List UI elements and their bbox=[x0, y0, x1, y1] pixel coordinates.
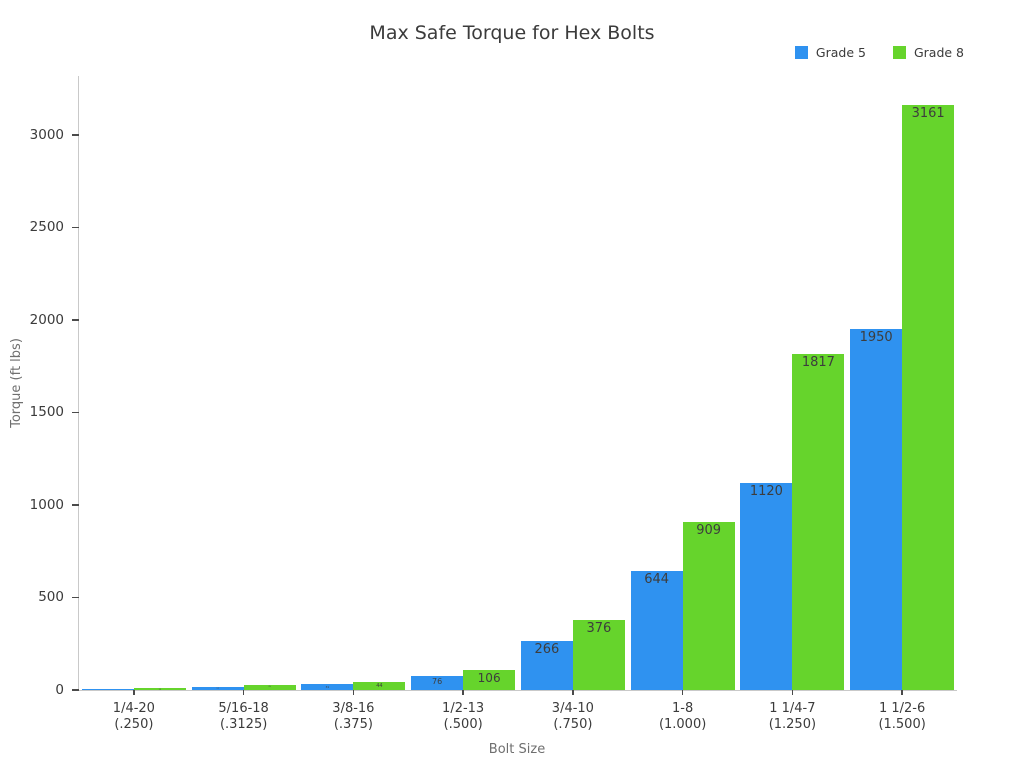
y-tick-label: 2500 bbox=[29, 219, 64, 235]
bar-value-label: 644 bbox=[644, 571, 670, 587]
bar-value-label: 76 bbox=[432, 676, 443, 686]
x-category-diameter: (1.500) bbox=[878, 716, 926, 732]
bar-grade-5-1-1-4-7: 1120 bbox=[740, 482, 793, 690]
x-category-size: 1/4-20 bbox=[112, 701, 155, 716]
x-category-diameter: (.250) bbox=[114, 716, 154, 732]
bar-group-1-1-4-7: 1120 1817 1 1/4-7 (1.250) bbox=[738, 76, 848, 732]
y-tick bbox=[72, 596, 79, 598]
bar-grade-8-1-1-2-6: 3161 bbox=[902, 105, 955, 690]
y-tick bbox=[72, 504, 79, 506]
y-tick bbox=[72, 226, 79, 228]
legend-swatch-grade-8 bbox=[892, 46, 906, 59]
x-axis-title: Bolt Size bbox=[488, 742, 546, 757]
legend: Grade 5 Grade 8 bbox=[794, 45, 964, 60]
x-category-diameter: (.750) bbox=[553, 716, 593, 732]
x-category-diameter: (1.250) bbox=[768, 716, 817, 732]
bar-grade-5-5-16-18: 17 bbox=[191, 686, 244, 690]
bar-grade-5-3-8-16: 31 bbox=[301, 684, 354, 690]
bar-group-1-2-13: 76 106 1/2-13 (.500) bbox=[408, 76, 518, 732]
bar-value-label: 17 bbox=[216, 687, 219, 690]
bar-grade-5-3-4-10: 266 bbox=[520, 640, 573, 690]
bar-grade-8-1-8: 909 bbox=[682, 521, 735, 690]
x-category-label: 1 1/2-6 (1.500) bbox=[847, 701, 957, 732]
bar-grade-8-3-8-16: 44 bbox=[353, 681, 406, 690]
bar-value-label: 376 bbox=[586, 621, 612, 637]
bar-group-5-16-18: 17 25 5/16-18 (.3125) bbox=[189, 76, 299, 732]
x-category-label: 5/16-18 (.3125) bbox=[189, 701, 299, 732]
x-category-diameter: (1.000) bbox=[658, 716, 707, 732]
x-category-size: 3/4-10 bbox=[551, 701, 594, 716]
bar-group-3-4-10: 266 376 3/4-10 (.750) bbox=[518, 76, 628, 732]
bar-group-1-8: 644 909 1-8 (1.000) bbox=[628, 76, 738, 732]
bar-grade-5-1-8: 644 bbox=[630, 570, 683, 690]
bar-grade-8-3-4-10: 376 bbox=[572, 620, 625, 690]
y-tick-label: 2000 bbox=[29, 311, 64, 328]
bar-grade-5-1-2-13: 76 bbox=[411, 675, 464, 690]
legend-item-grade-8: Grade 8 bbox=[892, 45, 964, 60]
legend-item-grade-5: Grade 5 bbox=[794, 45, 866, 60]
x-category-label: 1/2-13 (.500) bbox=[408, 701, 518, 732]
bar-grade-8-1-2-13: 106 bbox=[463, 670, 516, 690]
bar-value-label: 44 bbox=[376, 682, 383, 689]
legend-swatch-grade-5 bbox=[794, 46, 808, 59]
x-tick bbox=[572, 690, 574, 695]
y-axis-title: Torque (ft lbs) bbox=[9, 338, 24, 428]
legend-label: Grade 5 bbox=[815, 45, 866, 60]
x-category-size: 1 1/2-6 bbox=[878, 701, 926, 716]
y-tick bbox=[72, 319, 79, 321]
bar-value-label: 909 bbox=[696, 522, 722, 538]
x-tick bbox=[133, 690, 135, 695]
bar-value-label: 3161 bbox=[911, 106, 945, 122]
x-category-label: 1 1/4-7 (1.250) bbox=[738, 701, 848, 732]
y-tick-label: 0 bbox=[55, 681, 64, 698]
bar-grade-5-1-4-20: 8 bbox=[81, 688, 134, 690]
bar-value-label: 1120 bbox=[749, 483, 783, 499]
bar-grade-8-1-1-4-7: 1817 bbox=[792, 353, 845, 690]
y-tick-label: 3000 bbox=[29, 126, 64, 143]
x-category-size: 1 1/4-7 bbox=[769, 701, 816, 716]
bar-value-label: 31 bbox=[325, 685, 330, 690]
x-tick bbox=[462, 690, 464, 695]
bar-value-label: 106 bbox=[477, 671, 501, 686]
bar-value-label: 12 bbox=[158, 688, 162, 690]
plot-area: 0500100015002000250030008121/4-20(.250)1… bbox=[30, 76, 957, 732]
y-tick-label: 1000 bbox=[29, 496, 64, 513]
chart-title: Max Safe Torque for Hex Bolts bbox=[369, 22, 655, 44]
x-category-diameter: (.375) bbox=[333, 716, 373, 732]
x-category-size: 5/16-18 bbox=[218, 701, 269, 716]
y-tick bbox=[72, 689, 79, 691]
x-category-label: 1-8 (1.000) bbox=[628, 701, 738, 732]
x-category-diameter: (.500) bbox=[443, 716, 483, 732]
bar-value-label: 25 bbox=[268, 686, 271, 689]
bar-value-label: 1950 bbox=[859, 330, 893, 346]
bar-group-1-1-2-6: 1950 3161 1 1/2-6 (1.500) bbox=[847, 76, 957, 732]
bar-group-1-4-20: 8 12 1/4-20(.250) bbox=[79, 76, 189, 732]
legend-label: Grade 8 bbox=[913, 45, 964, 60]
x-tick bbox=[791, 690, 794, 695]
bar-grade-8-5-16-18: 25 bbox=[243, 685, 296, 690]
x-category-label: 3/4-10 (.750) bbox=[518, 701, 628, 732]
y-tick-label: 500 bbox=[38, 589, 64, 605]
x-category-size: 1/2-13 bbox=[442, 701, 485, 716]
bar-value-label: 266 bbox=[534, 641, 560, 657]
x-category-diameter: (.3125) bbox=[219, 716, 268, 732]
x-tick bbox=[901, 690, 903, 695]
bar-grade-5-1-1-2-6: 1950 bbox=[850, 329, 903, 690]
bar-group-3-8-16: 31 44 3/8-16 (.375) bbox=[299, 76, 409, 732]
x-category-label: 1/4-20 (.250) bbox=[79, 701, 189, 732]
x-category-label: 3/8-16 (.375) bbox=[299, 701, 409, 732]
x-category-size: 1-8 bbox=[672, 701, 694, 716]
y-tick bbox=[72, 134, 79, 136]
x-tick bbox=[242, 690, 245, 695]
bar-value-label: 1817 bbox=[801, 354, 835, 370]
y-tick bbox=[72, 411, 79, 413]
x-category-size: 3/8-16 bbox=[332, 701, 375, 716]
x-tick bbox=[681, 690, 684, 695]
x-tick bbox=[352, 690, 355, 695]
bar-grade-8-1-4-20: 12 bbox=[133, 687, 186, 690]
y-tick-label: 1500 bbox=[29, 404, 64, 420]
